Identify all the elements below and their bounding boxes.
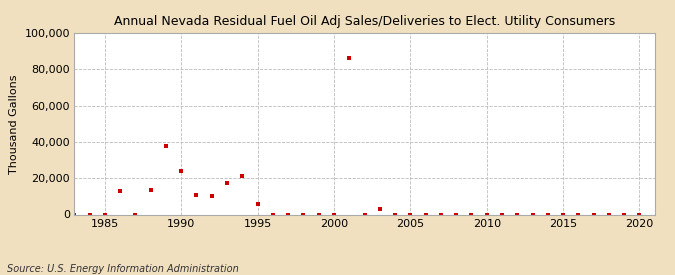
Title: Annual Nevada Residual Fuel Oil Adj Sales/Deliveries to Elect. Utility Consumers: Annual Nevada Residual Fuel Oil Adj Sale… — [114, 15, 615, 28]
Text: Source: U.S. Energy Information Administration: Source: U.S. Energy Information Administ… — [7, 264, 238, 274]
Y-axis label: Thousand Gallons: Thousand Gallons — [9, 74, 19, 174]
